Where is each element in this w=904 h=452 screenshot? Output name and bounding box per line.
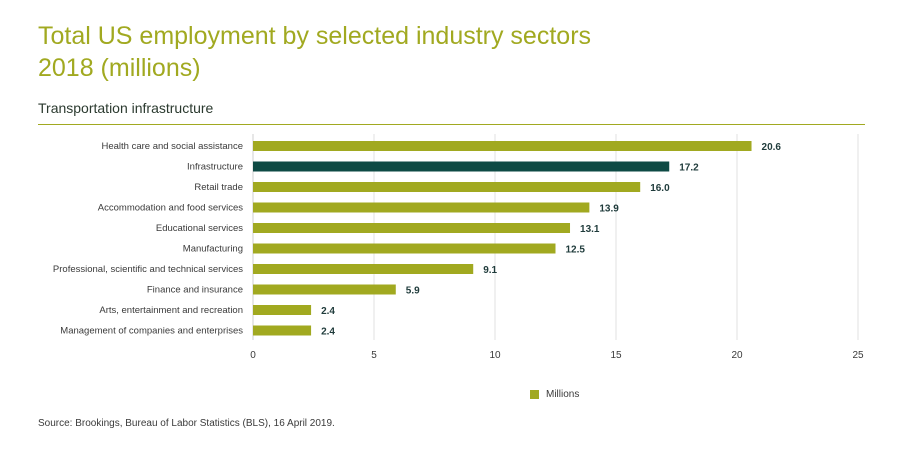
chart-subtitle: Transportation infrastructure [38, 100, 214, 116]
bar [253, 305, 312, 315]
x-tick-label: 15 [610, 350, 622, 361]
value-label: 2.4 [321, 306, 335, 317]
category-label: Infrastructure [187, 162, 243, 173]
x-tick-label: 20 [731, 350, 743, 361]
header-divider [38, 124, 865, 125]
value-label: 16.0 [650, 183, 670, 194]
bar [253, 161, 670, 172]
bar [253, 243, 556, 254]
source-note: Source: Brookings, Bureau of Labor Stati… [38, 418, 335, 429]
x-tick-label: 5 [371, 350, 377, 361]
category-label: Health care and social assistance [101, 141, 243, 152]
legend-label: Millions [546, 389, 580, 400]
bar [253, 202, 590, 213]
bar [253, 325, 312, 336]
bar [253, 223, 571, 233]
value-label: 13.9 [599, 204, 619, 215]
chart-title-line-1: Total US employment by selected industry… [38, 22, 592, 50]
bar [253, 141, 752, 151]
category-label: Accommodation and food services [98, 203, 243, 214]
value-label: 5.9 [406, 286, 420, 297]
x-tick-label: 10 [489, 350, 501, 361]
value-label: 17.2 [679, 163, 699, 174]
chart-legend: Millions [530, 389, 579, 400]
bar [253, 264, 474, 274]
x-tick-label: 0 [250, 350, 256, 361]
bar [253, 182, 641, 192]
value-label: 20.6 [762, 142, 782, 153]
x-tick-label: 25 [852, 350, 864, 361]
bar-chart: 0 5 10 15 20 25 Health care and social assista… [53, 134, 864, 361]
category-label: Arts, entertainment and recreation [99, 305, 243, 316]
category-label: Manufacturing [183, 244, 243, 255]
value-label: 9.1 [483, 265, 497, 276]
chart-title-line-2: 2018 (millions) [38, 54, 201, 82]
category-label: Educational services [156, 223, 243, 234]
category-label: Professional, scientific and technical s… [53, 264, 243, 275]
category-label: Finance and insurance [147, 285, 243, 296]
category-label: Retail trade [194, 182, 243, 193]
value-label: 12.5 [566, 245, 586, 256]
category-label: Management of companies and enterprises [60, 326, 243, 337]
bar [253, 284, 396, 295]
value-label: 2.4 [321, 327, 335, 338]
chart-title: Total US employment by selected industry… [38, 20, 591, 84]
value-label: 13.1 [580, 224, 600, 235]
legend-swatch [530, 390, 539, 399]
